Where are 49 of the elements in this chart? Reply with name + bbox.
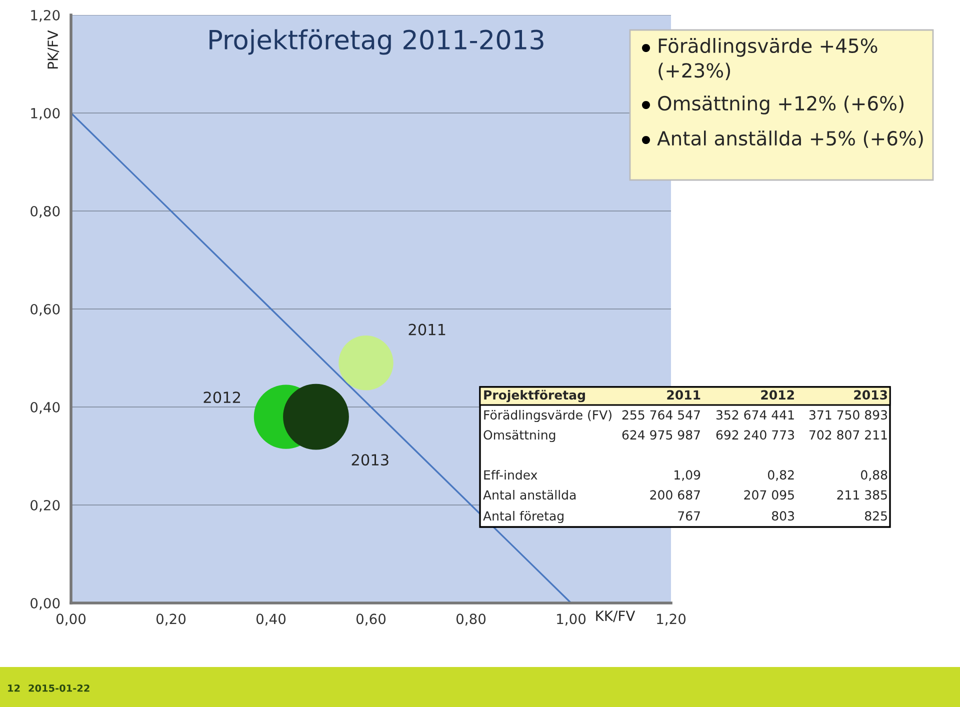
text: 767 (678, 511, 700, 521)
annotation: Förädlingsvärde (FV) (484, 410, 612, 422)
text: Projektföretag 2011-2013 (210, 29, 544, 55)
x-axis-title: KK/FV (596, 610, 636, 622)
annotation: 200 687 (650, 490, 700, 500)
text: 12 (8, 684, 20, 692)
y-tick-label: 0,20 (30, 500, 60, 512)
x-tick-label: 0,60 (356, 614, 386, 626)
y-tick-label: 0,00 (30, 598, 60, 610)
annotation: Antal anställda (483, 490, 576, 500)
text: 371 750 893 (809, 410, 887, 420)
series-label: 2013 (352, 454, 388, 466)
annotation: Omsättning (484, 430, 556, 442)
annotation: 2011 (667, 390, 700, 400)
text: 211 385 (837, 490, 887, 500)
y-tick-label: 1,00 (31, 108, 60, 120)
series-label: 2012 (204, 392, 240, 404)
x-tick-label: 1,00 (557, 614, 586, 626)
annotation: Eff-index (484, 470, 538, 480)
annotation: Förädlingsvärde +45% (+23%) (658, 38, 878, 80)
text: 352 674 441 (716, 410, 794, 420)
text: 0,82 (768, 470, 794, 481)
annotation: 255 764 547 (622, 410, 700, 420)
series-label: 2011 (408, 324, 446, 336)
text: 0,88 (860, 470, 888, 481)
y-tick-label: 0,80 (30, 206, 60, 218)
annotation: Antal anställda +5% (+6%) (657, 130, 923, 148)
annotation: Antal företag (483, 510, 564, 524)
text: 692 240 773 (716, 430, 794, 440)
x-tick-label: 0,20 (156, 614, 186, 626)
text: 207 095 (744, 490, 794, 500)
text: 1,09 (674, 470, 700, 481)
x-tick-label: 1,20 (657, 614, 686, 626)
x-tick-label: 0,40 (256, 614, 286, 626)
y-tick-label: 0,40 (30, 402, 60, 414)
text: 803 (772, 511, 794, 521)
y-tick-label: 0,60 (30, 304, 60, 316)
text: 825 (864, 511, 887, 521)
annotation: Projektföretag (484, 390, 585, 402)
text: 2015-01-22 (28, 684, 90, 692)
text: 702 807 211 (810, 430, 887, 440)
text: 2012 (761, 390, 794, 400)
text: 2013 (854, 390, 888, 400)
y-axis-title: PK/FV (48, 30, 60, 68)
annotation: 624 975 987 (622, 430, 700, 440)
annotation: Omsättning +12% (+6%) (658, 96, 904, 114)
x-tick-label: 0,80 (456, 614, 486, 626)
x-tick-label: 0,00 (56, 614, 86, 626)
y-tick-label: 1,20 (31, 10, 60, 22)
